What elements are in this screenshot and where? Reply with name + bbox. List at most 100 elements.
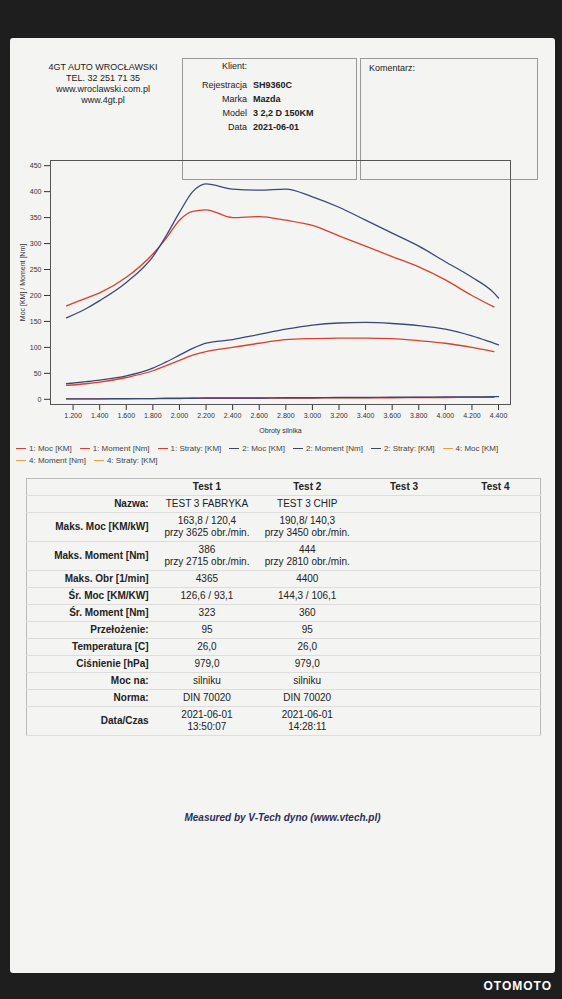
svg-text:350: 350 bbox=[30, 214, 42, 221]
svg-text:1.600: 1.600 bbox=[118, 412, 136, 419]
html-text:190,8/ 140,3: 190,8/ 140,3 bbox=[279, 515, 335, 526]
html-text:2021-06-01: 2021-06-01 bbox=[253, 122, 299, 132]
svg-text:2.600: 2.600 bbox=[250, 412, 268, 419]
html-text:163,8 / 120,4: 163,8 / 120,4 bbox=[177, 515, 237, 526]
html-text:4: Moc [KM]: 4: Moc [KM] bbox=[455, 444, 499, 453]
html-text:95: 95 bbox=[301, 624, 313, 635]
svg-text:4.000: 4.000 bbox=[437, 412, 455, 419]
html-text:26,0: 26,0 bbox=[197, 641, 217, 652]
html-text:TEST 3 CHIP: TEST 3 CHIP bbox=[277, 498, 338, 509]
svg-text:250: 250 bbox=[30, 266, 42, 273]
html-text:444: 444 bbox=[298, 544, 316, 555]
html-text:Maks. Moment [Nm]: Maks. Moment [Nm] bbox=[54, 550, 149, 561]
html-text:4: Moment [Nm]: 4: Moment [Nm] bbox=[29, 456, 86, 465]
html-text:Test 2: Test 2 bbox=[293, 481, 322, 492]
html-text:126,6 / 93,1: 126,6 / 93,1 bbox=[180, 590, 234, 601]
html-text:Measured by V-Tech dyno (www.v: Measured by V-Tech dyno (www.vtech.pl) bbox=[184, 812, 381, 823]
html-text:www.wroclawski.com.pl: www.wroclawski.com.pl bbox=[56, 84, 150, 94]
html-text:Norma:: Norma: bbox=[113, 692, 149, 703]
html-text:Model: Model bbox=[222, 108, 247, 118]
html-text:Klient:: Klient: bbox=[222, 61, 247, 71]
html-text:144,3 / 106,1: 144,3 / 106,1 bbox=[278, 590, 337, 601]
html-text:przy 2715 obr./min.: przy 2715 obr./min. bbox=[164, 556, 250, 567]
html-text:Maks. Moc [KM/kW]: Maks. Moc [KM/kW] bbox=[55, 521, 149, 532]
svg-text:2.000: 2.000 bbox=[171, 412, 189, 419]
html-text:323: 323 bbox=[198, 607, 216, 618]
html-text:2021-06-01: 2021-06-01 bbox=[281, 709, 333, 720]
html-text:Komentarz:: Komentarz: bbox=[369, 63, 415, 73]
svg-text:Obroty silnika: Obroty silnika bbox=[259, 427, 302, 435]
html-text:silniku: silniku bbox=[193, 675, 221, 686]
svg-text:300: 300 bbox=[30, 240, 42, 247]
svg-text:200: 200 bbox=[30, 292, 42, 299]
svg-text:1.800: 1.800 bbox=[144, 412, 162, 419]
html-text:www.4gt.pl: www.4gt.pl bbox=[81, 95, 125, 105]
html-text:silniku: silniku bbox=[293, 675, 322, 686]
svg-text:2.200: 2.200 bbox=[197, 412, 215, 419]
html-text:4: Straty: [KM]: 4: Straty: [KM] bbox=[106, 456, 158, 465]
svg-text:450: 450 bbox=[30, 162, 42, 169]
html-text:2021-06-01: 2021-06-01 bbox=[181, 709, 233, 720]
html-text:Test 3: Test 3 bbox=[389, 481, 419, 492]
svg-text:50: 50 bbox=[34, 370, 42, 377]
html-text:przy 2810 obr./min.: przy 2810 obr./min. bbox=[264, 556, 350, 567]
html-text:13:50:07: 13:50:07 bbox=[187, 721, 227, 732]
html-text:Maks. Obr [1/min]: Maks. Obr [1/min] bbox=[64, 573, 149, 584]
html-text:Nazwa:: Nazwa: bbox=[114, 498, 149, 509]
svg-text:3.400: 3.400 bbox=[357, 412, 375, 419]
svg-text:1.400: 1.400 bbox=[91, 412, 109, 419]
html-text:Test 1: Test 1 bbox=[192, 481, 221, 492]
html-text:Temperatura [C]: Temperatura [C] bbox=[72, 641, 149, 652]
html-text:TEST 3 FABRYKA: TEST 3 FABRYKA bbox=[165, 498, 249, 509]
html-text:OTOMOTO: OTOMOTO bbox=[483, 979, 552, 993]
html-text:1: Moment [Nm]: 1: Moment [Nm] bbox=[92, 444, 150, 453]
html-text:DIN 70020: DIN 70020 bbox=[283, 692, 332, 703]
svg-text:2.800: 2.800 bbox=[277, 412, 295, 419]
svg-text:4.400: 4.400 bbox=[490, 412, 508, 419]
svg-text:3.200: 3.200 bbox=[330, 412, 348, 419]
html-text:TEL. 32 251 71 35: TEL. 32 251 71 35 bbox=[66, 73, 140, 83]
html-text:Moc na:: Moc na: bbox=[110, 675, 149, 686]
html-text:1: Moc [KM]: 1: Moc [KM] bbox=[29, 444, 72, 453]
html-text:Śr. Moc [KM/KW]: Śr. Moc [KM/KW] bbox=[68, 590, 149, 601]
html-text:przy 3625 obr./min.: przy 3625 obr./min. bbox=[164, 527, 250, 538]
svg-text:3.000: 3.000 bbox=[304, 412, 322, 419]
html-text:Marka: Marka bbox=[222, 94, 247, 104]
svg-text:1.200: 1.200 bbox=[64, 412, 82, 419]
html-text:979,0: 979,0 bbox=[194, 658, 220, 669]
svg-text:4.200: 4.200 bbox=[463, 412, 481, 419]
svg-text:Moc [KM] / Moment [Nm]: Moc [KM] / Moment [Nm] bbox=[19, 244, 27, 321]
html-text:Data/Czas: Data/Czas bbox=[100, 715, 149, 726]
html-text:SH9360C: SH9360C bbox=[253, 80, 292, 90]
html-text:Test 4: Test 4 bbox=[481, 481, 510, 492]
html-text:14:28:11: 14:28:11 bbox=[288, 721, 327, 732]
html-text:Przełożenie:: Przełożenie: bbox=[90, 624, 149, 635]
html-text:2: Straty: [KM]: 2: Straty: [KM] bbox=[383, 444, 435, 453]
html-text:360: 360 bbox=[298, 607, 316, 618]
html-text:979,0: 979,0 bbox=[294, 658, 320, 669]
svg-text:150: 150 bbox=[30, 318, 42, 325]
html-text:przy 3450 obr./min.: przy 3450 obr./min. bbox=[264, 527, 350, 538]
html-text:Data: Data bbox=[228, 122, 247, 132]
html-text:95: 95 bbox=[201, 624, 213, 635]
html-text:Mazda: Mazda bbox=[253, 94, 281, 104]
html-text:386: 386 bbox=[198, 544, 216, 555]
svg-text:100: 100 bbox=[30, 344, 42, 351]
html-text:1: Straty: [KM]: 1: Straty: [KM] bbox=[170, 444, 222, 453]
svg-text:400: 400 bbox=[30, 188, 42, 195]
html-text:2: Moc [KM]: 2: Moc [KM] bbox=[242, 444, 285, 453]
svg-text:3.800: 3.800 bbox=[410, 412, 428, 419]
html-text:2: Moment [Nm]: 2: Moment [Nm] bbox=[306, 444, 363, 453]
html-text:4365: 4365 bbox=[195, 573, 219, 584]
html-text:Ciśnienie [hPa]: Ciśnienie [hPa] bbox=[76, 658, 149, 669]
svg-text:3.600: 3.600 bbox=[383, 412, 401, 419]
html-text:DIN 70020: DIN 70020 bbox=[183, 692, 231, 703]
html-text:4400: 4400 bbox=[296, 573, 319, 584]
svg-text:2.400: 2.400 bbox=[224, 412, 242, 419]
html-text:Śr. Moment [Nm]: Śr. Moment [Nm] bbox=[69, 607, 149, 618]
html-text:Rejestracja: Rejestracja bbox=[202, 80, 247, 90]
html-text:26,0: 26,0 bbox=[297, 641, 317, 652]
html-text:3 2,2 D 150KM: 3 2,2 D 150KM bbox=[253, 108, 314, 118]
html-text:4GT AUTO WROCŁAWSKI: 4GT AUTO WROCŁAWSKI bbox=[48, 62, 158, 72]
svg-text:0: 0 bbox=[38, 396, 42, 403]
